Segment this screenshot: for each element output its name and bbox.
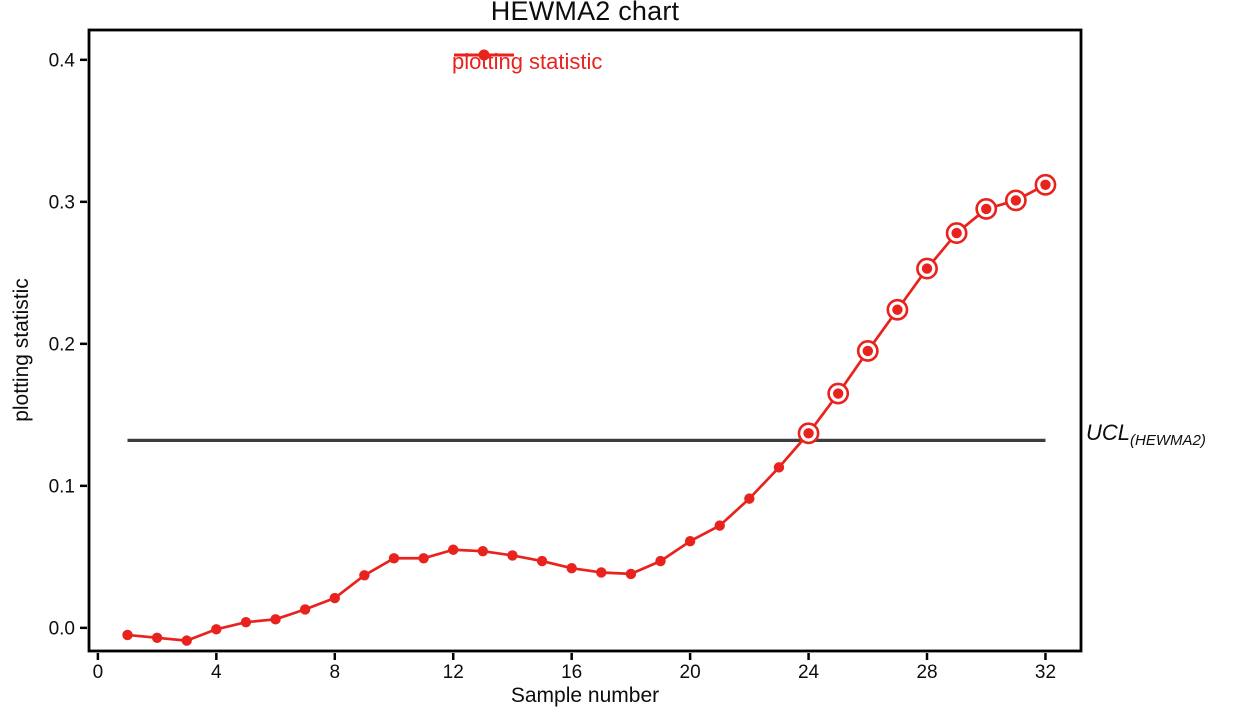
data-point xyxy=(181,635,192,646)
y-tick-label: 0.3 xyxy=(49,192,75,213)
x-tick-label: 16 xyxy=(561,662,582,683)
data-point xyxy=(418,553,429,564)
data-point xyxy=(1010,195,1022,206)
x-tick-label: 24 xyxy=(798,662,820,683)
data-point xyxy=(477,545,489,557)
x-tick-label: 4 xyxy=(211,662,222,683)
data-point xyxy=(625,568,637,580)
x-tick-label: 20 xyxy=(680,662,701,683)
legend-line-marker-icon xyxy=(454,49,514,61)
y-tick-label: 0.0 xyxy=(49,618,75,639)
y-tick-label: 0.2 xyxy=(49,334,75,355)
plot-frame xyxy=(87,28,1083,653)
data-point xyxy=(1040,179,1051,190)
data-point xyxy=(299,604,311,615)
data-point xyxy=(773,462,785,473)
y-tick-label: 0.4 xyxy=(49,50,76,71)
ucl-label: UCL(HEWMA2) xyxy=(1086,420,1206,449)
data-point xyxy=(329,592,340,604)
x-tick-label: 8 xyxy=(329,662,340,683)
legend-label: plotting statistic xyxy=(452,49,603,74)
data-point xyxy=(951,227,962,239)
data-point xyxy=(270,614,281,625)
data-point xyxy=(448,544,459,555)
data-point xyxy=(596,567,607,578)
ucl-label-main: UCL xyxy=(1086,420,1131,445)
x-tick-label: 32 xyxy=(1035,662,1056,683)
ucl-label-sub: (HEWMA2) xyxy=(1130,432,1206,449)
legend: plotting statistic xyxy=(452,48,602,76)
data-point xyxy=(803,428,814,439)
data-point xyxy=(921,263,933,274)
data-point xyxy=(655,555,666,567)
data-point xyxy=(744,493,755,504)
x-tick-label: 12 xyxy=(443,662,464,683)
y-axis-title: plotting statistic xyxy=(10,278,33,422)
data-point xyxy=(684,536,696,547)
data-point xyxy=(566,563,577,574)
data-point xyxy=(507,550,518,561)
y-tick-label: 0.1 xyxy=(49,476,75,497)
data-point xyxy=(832,388,844,399)
x-tick-label: 0 xyxy=(93,662,104,683)
data-point xyxy=(359,570,370,581)
data-point xyxy=(714,520,725,531)
x-tick-label: 28 xyxy=(916,662,937,683)
data-point xyxy=(862,345,873,357)
data-point xyxy=(240,616,252,628)
series-line xyxy=(127,183,1047,642)
data-point xyxy=(892,304,903,315)
chart-title: HEWMA2 chart xyxy=(490,0,680,26)
data-point xyxy=(151,632,163,643)
data-point xyxy=(122,629,133,641)
data-point xyxy=(211,624,222,635)
data-point xyxy=(981,203,992,215)
x-axis-title: Sample number xyxy=(510,684,660,707)
data-point xyxy=(388,553,400,564)
data-point xyxy=(536,555,548,567)
